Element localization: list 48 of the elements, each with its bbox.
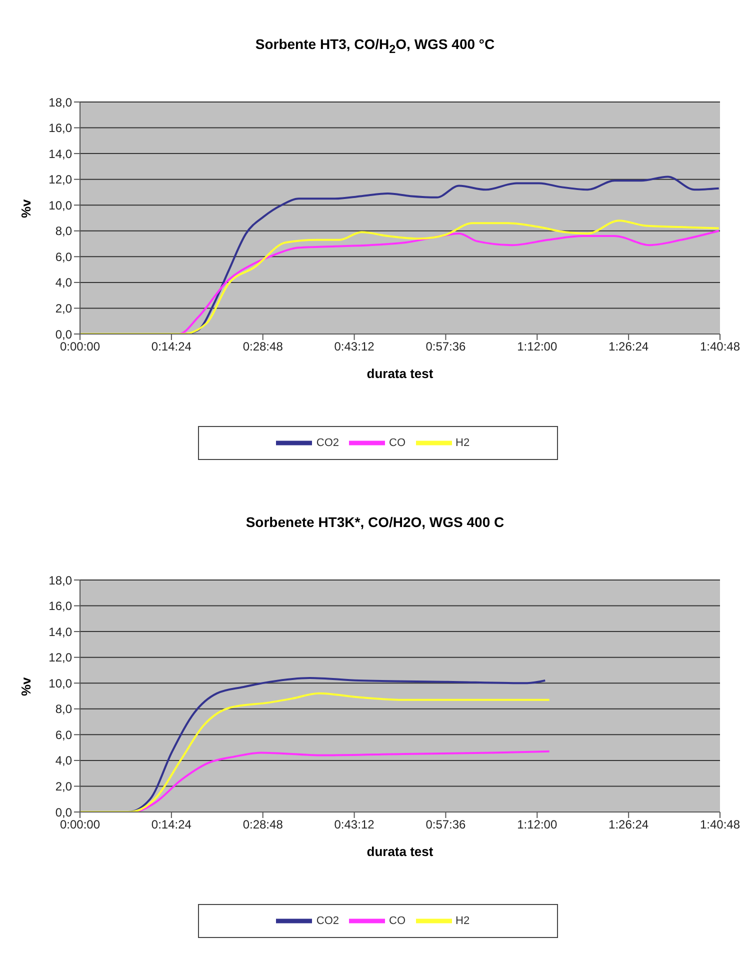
y-axis-title: %v — [18, 198, 34, 218]
x-axis-title: durata test — [366, 844, 434, 859]
x-tick-label: 0:14:24 — [151, 818, 192, 832]
y-tick-label: 14,0 — [48, 624, 72, 639]
y-tick-label: 8,0 — [55, 224, 72, 238]
x-tick-label: 1:26:24 — [608, 340, 649, 354]
legend-label: CO — [389, 914, 406, 927]
x-tick-label: 1:26:24 — [608, 818, 649, 832]
y-tick-label: 8,0 — [55, 702, 72, 716]
x-tick-label: 0:43:12 — [334, 340, 375, 354]
y-tick-label: 2,0 — [55, 301, 72, 316]
x-tick-label: 0:43:12 — [334, 818, 375, 832]
x-tick-label: 0:57:36 — [426, 818, 466, 832]
x-axis-title: durata test — [366, 366, 434, 381]
y-tick-label: 12,0 — [48, 650, 72, 665]
y-tick-label: 6,0 — [55, 728, 72, 742]
y-tick-label: 0,0 — [55, 805, 72, 820]
x-tick-label: 0:28:48 — [242, 818, 284, 832]
x-tick-label: 1:40:48 — [700, 340, 740, 354]
legend-label: H2 — [456, 914, 470, 927]
y-tick-label: 16,0 — [48, 121, 72, 136]
x-tick-label: 1:12:00 — [517, 818, 558, 832]
y-tick-label: 14,0 — [48, 146, 72, 161]
y-tick-label: 12,0 — [48, 172, 72, 187]
legend-label: CO2 — [316, 914, 340, 927]
y-tick-label: 18,0 — [48, 95, 72, 110]
y-tick-label: 18,0 — [48, 573, 72, 588]
y-tick-label: 10,0 — [48, 676, 72, 690]
y-axis-title: %v — [18, 676, 34, 696]
x-tick-label: 1:12:00 — [517, 340, 558, 354]
chart-title: Sorbente HT3, CO/H$_{2}$O, WGS 400 °C — [254, 35, 496, 58]
legend-label: H2 — [456, 436, 470, 449]
y-tick-label: 0,0 — [55, 327, 72, 342]
x-tick-label: 1:40:48 — [700, 818, 740, 832]
chart-title: Sorbenete HT3K*, CO/H2O, WGS 400 C — [244, 513, 506, 532]
y-tick-label: 2,0 — [55, 779, 72, 794]
x-tick-label: 0:00:00 — [60, 340, 100, 354]
y-tick-label: 6,0 — [55, 250, 72, 264]
x-tick-label: 0:14:24 — [151, 340, 192, 354]
x-tick-label: 0:28:48 — [242, 340, 284, 354]
y-tick-label: 10,0 — [48, 198, 72, 212]
y-tick-label: 16,0 — [48, 599, 72, 614]
legend-label: CO — [389, 436, 406, 449]
y-tick-label: 4,0 — [55, 276, 72, 290]
y-tick-label: 4,0 — [55, 754, 72, 768]
x-tick-label: 0:57:36 — [426, 340, 466, 354]
legend-label: CO2 — [316, 436, 340, 449]
x-tick-label: 0:00:00 — [60, 818, 100, 832]
